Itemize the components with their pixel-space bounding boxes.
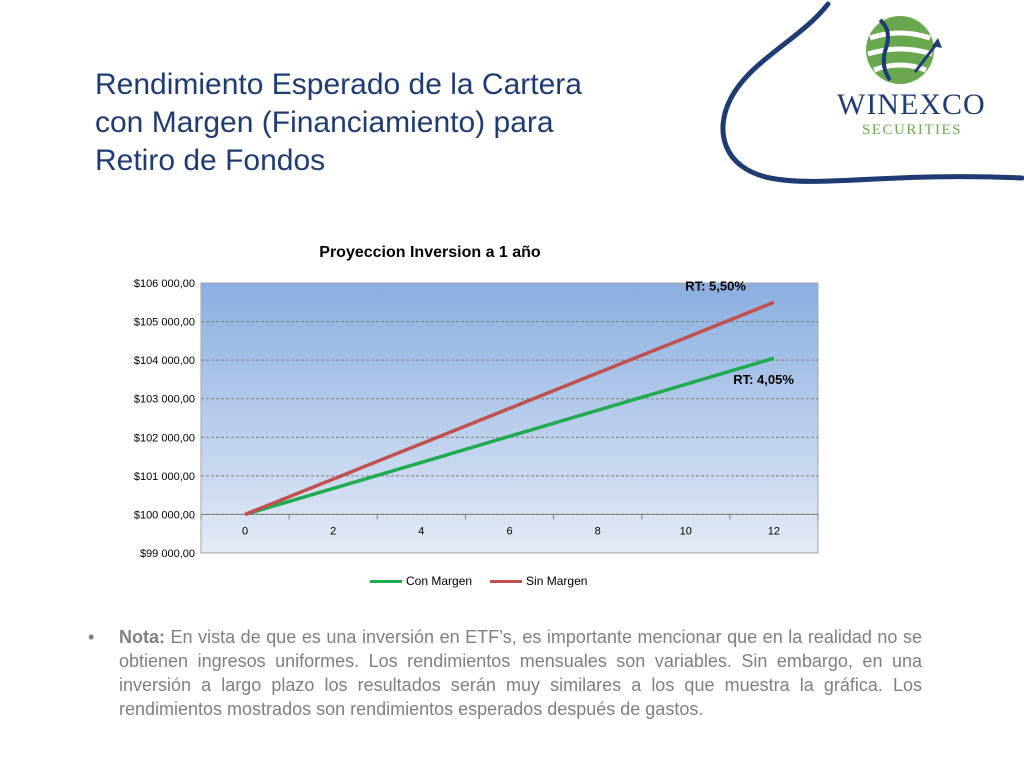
- legend-label-sin-margen: Sin Margen: [526, 574, 588, 588]
- bullet-icon: •: [88, 627, 95, 647]
- legend-item-sin-margen: Sin Margen: [490, 574, 587, 588]
- legend-item-con-margen: Con Margen: [370, 574, 472, 588]
- plot-area: [200, 282, 819, 554]
- slide-title-line-2: con Margen (Financiamiento) para: [95, 106, 554, 139]
- globe-arrow-icon: [866, 16, 942, 84]
- note-body: Nota: En vista de que es una inversión e…: [119, 625, 922, 721]
- y-tick-label: $106 000,00: [134, 278, 195, 290]
- legend-swatch-sin-margen: [490, 579, 523, 583]
- slide-title-line-1: Rendimiento Esperado de la Cartera: [95, 68, 582, 101]
- x-tick-label: 10: [680, 525, 692, 537]
- legend-label-con-margen: Con Margen: [406, 574, 473, 588]
- y-tick-label: $102 000,00: [134, 432, 195, 444]
- line-chart: $99 000,00 $100 000,00 $101 000,00 $102 000…: [134, 278, 819, 560]
- annotation-label: RT: 4,05%: [733, 372, 794, 387]
- y-tick-label: $105 000,00: [134, 317, 195, 329]
- chart-title: Proyeccion Inversion a 1 año: [319, 244, 541, 261]
- x-tick-label: 8: [595, 525, 601, 537]
- legend-swatch-con-margen: [370, 579, 402, 583]
- logo-name: WINEXCO: [837, 88, 986, 121]
- slide-title-line-3: Retiro de Fondos: [95, 144, 326, 177]
- annotation-label: RT: 5,50%: [685, 278, 746, 293]
- y-tick-label: $104 000,00: [134, 355, 195, 367]
- slide-title: Rendimiento Esperado de la Cartera con M…: [95, 66, 695, 180]
- y-tick-label: $103 000,00: [134, 394, 195, 406]
- note-paragraph: • Nota: En vista de que es una inversión…: [88, 625, 922, 721]
- chart-legend: Con Margen Sin Margen: [370, 574, 587, 588]
- x-tick-label: 2: [330, 525, 336, 537]
- x-tick-label: 6: [506, 525, 512, 537]
- y-tick-label: $101 000,00: [134, 471, 195, 483]
- series-line-con-margen: [244, 356, 775, 517]
- logo-swoosh: [720, 1, 1024, 184]
- y-tick-label: $99 000,00: [140, 548, 195, 560]
- gridlines: [201, 321, 818, 515]
- x-tick-label: 12: [768, 525, 780, 537]
- series-lines: [244, 300, 775, 517]
- logo-sub: SECURITIES: [862, 122, 963, 138]
- series-line-sin-margen: [244, 300, 775, 517]
- y-axis: $99 000,00 $100 000,00 $101 000,00 $102 000…: [134, 278, 195, 560]
- y-tick-label: $100 000,00: [134, 509, 195, 521]
- note-text: En vista de que es una inversión en ETF’…: [119, 627, 922, 719]
- x-tick-label: 4: [418, 525, 424, 537]
- x-axis: 0 2 4 6 8 10 12: [200, 514, 819, 537]
- x-tick-label: 0: [242, 525, 248, 537]
- annotations: RT: 5,50% RT: 4,05%: [685, 278, 794, 387]
- note-label: Nota:: [119, 627, 165, 647]
